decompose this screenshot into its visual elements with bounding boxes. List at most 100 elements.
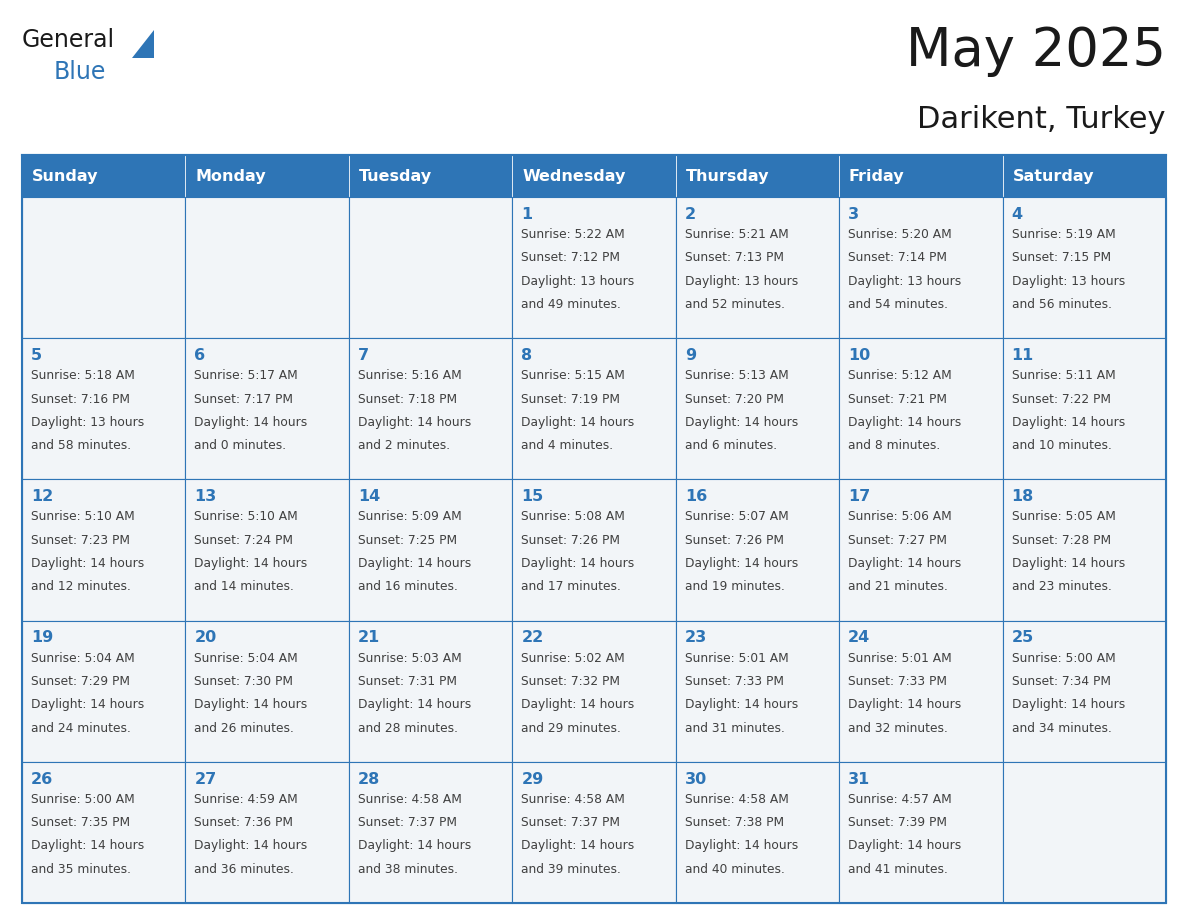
Text: and 35 minutes.: and 35 minutes. xyxy=(31,863,131,876)
Bar xyxy=(185,338,349,479)
Text: Sunset: 7:29 PM: Sunset: 7:29 PM xyxy=(31,675,129,688)
Text: 15: 15 xyxy=(522,489,544,504)
Text: Sunrise: 5:16 AM: Sunrise: 5:16 AM xyxy=(358,369,462,382)
Text: Daylight: 14 hours: Daylight: 14 hours xyxy=(1011,416,1125,429)
Text: Sunset: 7:27 PM: Sunset: 7:27 PM xyxy=(848,533,947,547)
Text: Daylight: 14 hours: Daylight: 14 hours xyxy=(684,699,798,711)
Bar xyxy=(676,762,839,903)
Text: 9: 9 xyxy=(684,348,696,364)
Text: Sunrise: 5:01 AM: Sunrise: 5:01 AM xyxy=(848,652,952,665)
Text: Daylight: 14 hours: Daylight: 14 hours xyxy=(358,839,472,853)
Bar xyxy=(23,338,185,479)
Text: Sunrise: 5:19 AM: Sunrise: 5:19 AM xyxy=(1011,228,1116,241)
Text: Daylight: 14 hours: Daylight: 14 hours xyxy=(195,557,308,570)
Text: Sunset: 7:26 PM: Sunset: 7:26 PM xyxy=(522,533,620,547)
Bar xyxy=(1003,338,1165,479)
Text: Daylight: 14 hours: Daylight: 14 hours xyxy=(684,416,798,429)
Bar xyxy=(839,338,1003,479)
Text: 20: 20 xyxy=(195,631,216,645)
Bar xyxy=(512,155,676,197)
Text: Monday: Monday xyxy=(195,169,266,184)
Bar xyxy=(512,197,676,338)
Text: and 2 minutes.: and 2 minutes. xyxy=(358,439,450,453)
Bar xyxy=(349,762,512,903)
Text: Daylight: 13 hours: Daylight: 13 hours xyxy=(31,416,144,429)
Bar xyxy=(1003,621,1165,762)
Bar xyxy=(676,338,839,479)
Text: Darikent, Turkey: Darikent, Turkey xyxy=(917,105,1165,134)
Text: Sunrise: 5:11 AM: Sunrise: 5:11 AM xyxy=(1011,369,1116,382)
Text: Sunrise: 5:10 AM: Sunrise: 5:10 AM xyxy=(195,510,298,523)
Text: Sunrise: 5:18 AM: Sunrise: 5:18 AM xyxy=(31,369,135,382)
Text: Sunrise: 4:57 AM: Sunrise: 4:57 AM xyxy=(848,793,952,806)
Text: Sunset: 7:21 PM: Sunset: 7:21 PM xyxy=(848,393,947,406)
Text: Sunset: 7:37 PM: Sunset: 7:37 PM xyxy=(358,816,457,829)
Text: Sunrise: 5:02 AM: Sunrise: 5:02 AM xyxy=(522,652,625,665)
Text: 3: 3 xyxy=(848,207,859,222)
Text: Sunset: 7:14 PM: Sunset: 7:14 PM xyxy=(848,252,947,264)
Text: Daylight: 14 hours: Daylight: 14 hours xyxy=(848,699,961,711)
Text: Sunset: 7:24 PM: Sunset: 7:24 PM xyxy=(195,533,293,547)
Text: 4: 4 xyxy=(1011,207,1023,222)
Text: Sunrise: 4:58 AM: Sunrise: 4:58 AM xyxy=(522,793,625,806)
Text: Daylight: 14 hours: Daylight: 14 hours xyxy=(31,557,144,570)
Text: and 31 minutes.: and 31 minutes. xyxy=(684,722,784,734)
Polygon shape xyxy=(132,30,154,58)
Text: 30: 30 xyxy=(684,772,707,787)
Text: Daylight: 14 hours: Daylight: 14 hours xyxy=(684,557,798,570)
Text: and 10 minutes.: and 10 minutes. xyxy=(1011,439,1112,453)
Bar xyxy=(185,155,349,197)
Text: 25: 25 xyxy=(1011,631,1034,645)
Text: Daylight: 14 hours: Daylight: 14 hours xyxy=(31,699,144,711)
Text: Wednesday: Wednesday xyxy=(522,169,625,184)
Text: Daylight: 14 hours: Daylight: 14 hours xyxy=(684,839,798,853)
Bar xyxy=(512,621,676,762)
Text: 14: 14 xyxy=(358,489,380,504)
Text: Sunrise: 5:22 AM: Sunrise: 5:22 AM xyxy=(522,228,625,241)
Text: Sunset: 7:23 PM: Sunset: 7:23 PM xyxy=(31,533,129,547)
Bar xyxy=(839,479,1003,621)
Text: Sunset: 7:12 PM: Sunset: 7:12 PM xyxy=(522,252,620,264)
Text: 7: 7 xyxy=(358,348,369,364)
Text: 26: 26 xyxy=(31,772,53,787)
Text: Daylight: 14 hours: Daylight: 14 hours xyxy=(1011,557,1125,570)
Text: Sunset: 7:26 PM: Sunset: 7:26 PM xyxy=(684,533,784,547)
Text: Daylight: 13 hours: Daylight: 13 hours xyxy=(1011,274,1125,287)
Bar xyxy=(349,621,512,762)
Bar xyxy=(349,197,512,338)
Text: Tuesday: Tuesday xyxy=(359,169,431,184)
Text: and 21 minutes.: and 21 minutes. xyxy=(848,580,948,593)
Text: Sunset: 7:32 PM: Sunset: 7:32 PM xyxy=(522,675,620,688)
Bar xyxy=(349,479,512,621)
Text: Daylight: 14 hours: Daylight: 14 hours xyxy=(1011,699,1125,711)
Text: 8: 8 xyxy=(522,348,532,364)
Text: Sunrise: 5:05 AM: Sunrise: 5:05 AM xyxy=(1011,510,1116,523)
Text: Sunset: 7:37 PM: Sunset: 7:37 PM xyxy=(522,816,620,829)
Text: 12: 12 xyxy=(31,489,53,504)
Text: Daylight: 13 hours: Daylight: 13 hours xyxy=(522,274,634,287)
Text: Sunset: 7:15 PM: Sunset: 7:15 PM xyxy=(1011,252,1111,264)
Text: Sunrise: 5:21 AM: Sunrise: 5:21 AM xyxy=(684,228,789,241)
Text: Daylight: 14 hours: Daylight: 14 hours xyxy=(358,416,472,429)
Text: Sunset: 7:39 PM: Sunset: 7:39 PM xyxy=(848,816,947,829)
Text: Saturday: Saturday xyxy=(1012,169,1094,184)
Text: Sunset: 7:35 PM: Sunset: 7:35 PM xyxy=(31,816,131,829)
Bar xyxy=(512,479,676,621)
Text: and 39 minutes.: and 39 minutes. xyxy=(522,863,621,876)
Text: and 16 minutes.: and 16 minutes. xyxy=(358,580,457,593)
Text: 17: 17 xyxy=(848,489,871,504)
Text: and 23 minutes.: and 23 minutes. xyxy=(1011,580,1112,593)
Bar xyxy=(839,155,1003,197)
Text: Daylight: 14 hours: Daylight: 14 hours xyxy=(195,416,308,429)
Text: Sunrise: 5:00 AM: Sunrise: 5:00 AM xyxy=(1011,652,1116,665)
Text: 13: 13 xyxy=(195,489,216,504)
Text: 19: 19 xyxy=(31,631,53,645)
Text: Sunrise: 5:10 AM: Sunrise: 5:10 AM xyxy=(31,510,134,523)
Text: and 36 minutes.: and 36 minutes. xyxy=(195,863,295,876)
Text: Sunrise: 4:58 AM: Sunrise: 4:58 AM xyxy=(358,793,462,806)
Text: Sunset: 7:16 PM: Sunset: 7:16 PM xyxy=(31,393,129,406)
Text: and 52 minutes.: and 52 minutes. xyxy=(684,298,785,311)
Text: Sunset: 7:28 PM: Sunset: 7:28 PM xyxy=(1011,533,1111,547)
Bar xyxy=(23,155,185,197)
Text: Sunrise: 5:08 AM: Sunrise: 5:08 AM xyxy=(522,510,625,523)
